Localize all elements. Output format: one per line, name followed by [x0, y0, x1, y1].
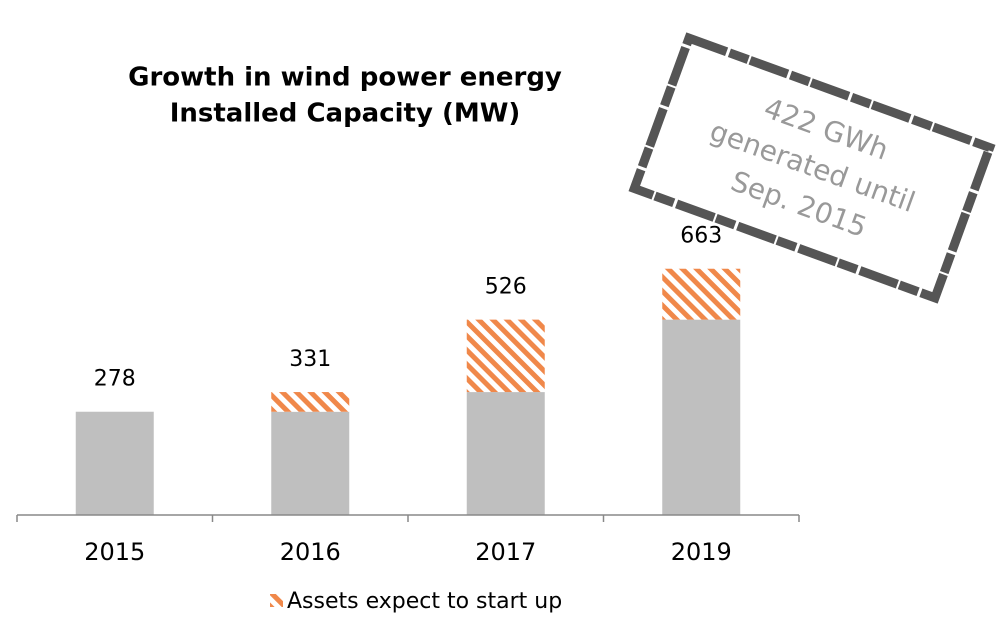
bar-segment [466, 392, 545, 515]
legend-swatch [270, 594, 283, 607]
total-label: 331 [289, 347, 331, 372]
chart-title: Growth in wind power energy [128, 63, 562, 93]
total-label: 663 [680, 224, 722, 249]
bar-segment [662, 319, 741, 515]
bar-segment [271, 392, 350, 412]
bar-segment [662, 268, 741, 320]
stamp: 422 GWh generated until Sep. 2015 [628, 32, 996, 304]
bar-segment [271, 411, 350, 515]
legend-label: Assets expect to start up [287, 589, 562, 614]
x-tick-label: 2017 [475, 538, 536, 566]
x-tick-label: 2019 [671, 538, 732, 566]
bar-segment [75, 411, 154, 515]
total-label: 526 [485, 275, 527, 300]
total-label: 278 [94, 367, 136, 392]
stamp-border [628, 32, 996, 304]
bar-segment [466, 319, 545, 393]
x-tick-label: 2015 [84, 538, 145, 566]
x-tick-label: 2016 [280, 538, 341, 566]
chart-title: Installed Capacity (MW) [170, 99, 521, 129]
